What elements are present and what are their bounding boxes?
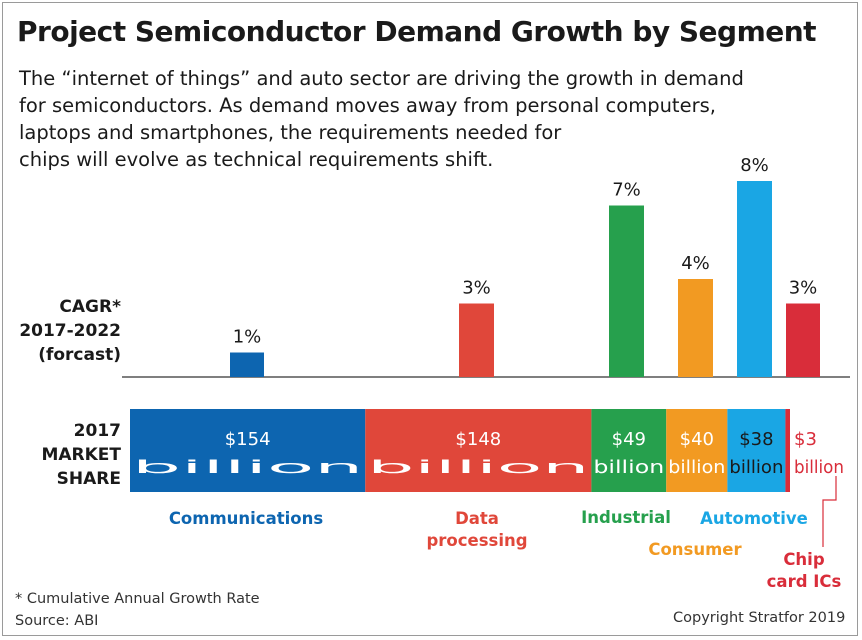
cagr-data-label: 1% xyxy=(233,327,262,348)
subtitle-line: laptops and smartphones, the requirement… xyxy=(19,121,562,144)
copyright-note: Copyright Stratfor 2019 xyxy=(673,610,846,626)
market-share-value-label: $40 xyxy=(680,429,714,450)
source-note: Source: ABI xyxy=(15,613,99,629)
market-share-value-label: billion xyxy=(132,457,363,478)
market-label-line: MARKET xyxy=(41,445,121,465)
market-share-value-label: billion xyxy=(729,457,783,478)
cagr-bar xyxy=(609,205,644,377)
market-share-value-label: billion xyxy=(593,457,664,478)
category-label: Data xyxy=(455,509,499,528)
market-share-value-label: billion xyxy=(367,457,589,478)
cagr-label-line: CAGR* xyxy=(59,297,121,317)
category-label: card ICs xyxy=(767,572,842,591)
chart-subtitle: The “internet of things” and auto sector… xyxy=(19,65,819,173)
cagr-data-label: 3% xyxy=(789,278,818,299)
category-label: processing xyxy=(426,531,527,550)
subtitle-line: chips will evolve as technical requireme… xyxy=(19,148,494,171)
cagr-label-line: 2017-2022 xyxy=(19,321,121,341)
market-label-line: 2017 xyxy=(73,421,121,441)
market-share-segment xyxy=(130,409,366,492)
cagr-data-label: 7% xyxy=(612,180,641,201)
market-share-value-label: $154 xyxy=(225,429,271,450)
cagr-data-label: 8% xyxy=(740,155,769,176)
market-share-value-label: $3 xyxy=(794,429,817,450)
cagr-bar xyxy=(737,181,772,377)
market-share-value-label: billion xyxy=(794,457,844,478)
cagr-data-label: 3% xyxy=(462,278,491,299)
market-share-row-label: 2017 MARKET SHARE xyxy=(9,419,121,491)
market-share-segment xyxy=(666,409,728,492)
category-label: Automotive xyxy=(700,509,808,528)
category-label: Chip xyxy=(783,550,825,569)
cagr-bar xyxy=(786,303,820,377)
subtitle-line: The “internet of things” and auto sector… xyxy=(19,67,744,90)
footnote: * Cumulative Annual Growth Rate xyxy=(15,591,260,607)
cagr-bar xyxy=(459,303,494,377)
market-share-value-label: $49 xyxy=(612,429,646,450)
subtitle-line: for semiconductors. As demand moves away… xyxy=(19,94,716,117)
market-share-segment xyxy=(785,409,790,492)
market-share-segment xyxy=(365,409,592,492)
chart-title: Project Semiconductor Demand Growth by S… xyxy=(17,15,817,48)
market-share-value-label: $148 xyxy=(455,429,501,450)
chip-card-leader-line xyxy=(822,476,837,547)
category-label: Industrial xyxy=(581,508,671,527)
category-label: Communications xyxy=(169,509,324,528)
cagr-bar xyxy=(678,279,713,377)
cagr-row-label: CAGR* 2017-2022 (forcast) xyxy=(9,295,121,367)
market-share-value-label: $38 xyxy=(739,429,773,450)
market-label-line: SHARE xyxy=(56,469,121,489)
cagr-bar xyxy=(230,352,264,377)
cagr-label-line: (forcast) xyxy=(38,345,121,365)
market-share-segment xyxy=(727,409,786,492)
cagr-data-label: 4% xyxy=(681,253,710,274)
market-share-segment xyxy=(591,409,667,492)
category-label: Consumer xyxy=(648,540,742,559)
market-share-value-label: billion xyxy=(668,457,725,478)
